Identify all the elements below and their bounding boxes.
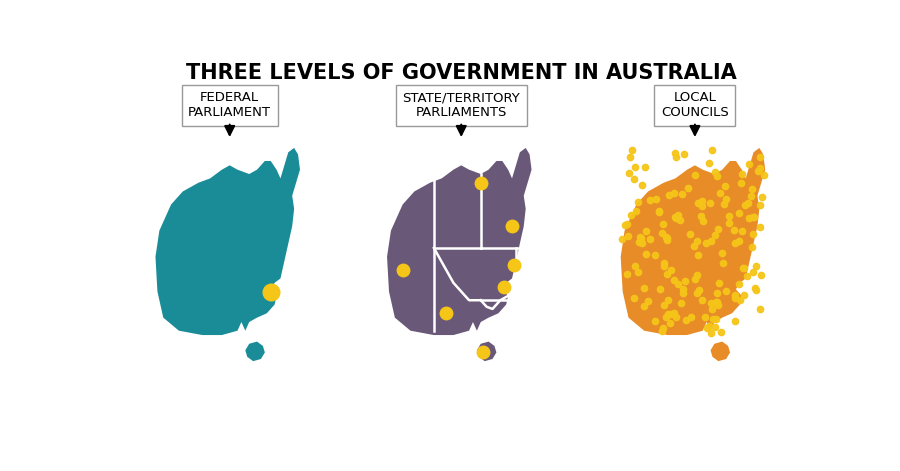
Polygon shape: [621, 148, 765, 335]
Polygon shape: [156, 148, 300, 335]
Text: STATE/TERRITORY
PARLIAMENTS: STATE/TERRITORY PARLIAMENTS: [402, 91, 520, 120]
Polygon shape: [710, 341, 730, 361]
Polygon shape: [246, 341, 265, 361]
Polygon shape: [387, 148, 532, 335]
Text: LOCAL
COUNCILS: LOCAL COUNCILS: [661, 91, 729, 120]
Text: FEDERAL
PARLIAMENT: FEDERAL PARLIAMENT: [188, 91, 271, 120]
Polygon shape: [477, 341, 497, 361]
Text: THREE LEVELS OF GOVERNMENT IN AUSTRALIA: THREE LEVELS OF GOVERNMENT IN AUSTRALIA: [186, 63, 736, 83]
